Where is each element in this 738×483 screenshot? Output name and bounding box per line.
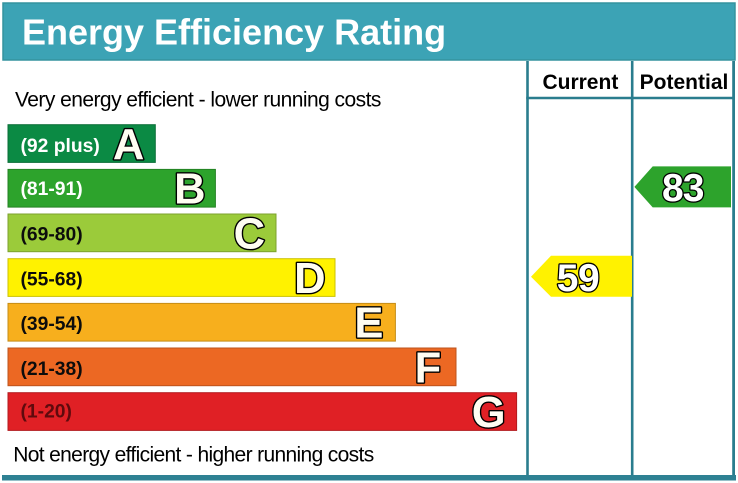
svg-text:Potential: Potential	[640, 71, 729, 94]
svg-text:(55-68): (55-68)	[21, 270, 83, 291]
svg-text:59: 59	[557, 257, 599, 300]
svg-text:G: G	[472, 389, 506, 437]
svg-text:83: 83	[662, 167, 704, 210]
svg-text:B: B	[174, 166, 205, 214]
svg-text:(21-38): (21-38)	[21, 359, 83, 380]
svg-text:Very energy efficient - lower: Very energy efficient - lower running co…	[15, 89, 381, 112]
svg-text:Not energy efficient - higher: Not energy efficient - higher running co…	[13, 444, 374, 467]
svg-text:(92 plus): (92 plus)	[21, 136, 100, 157]
svg-text:(69-80): (69-80)	[21, 225, 83, 246]
svg-text:F: F	[415, 344, 442, 392]
svg-text:(81-91): (81-91)	[21, 179, 83, 200]
svg-text:(39-54): (39-54)	[21, 314, 83, 335]
svg-text:(1-20): (1-20)	[21, 402, 72, 423]
svg-text:D: D	[294, 255, 325, 303]
svg-text:A: A	[113, 121, 144, 169]
svg-text:Current: Current	[542, 71, 618, 94]
svg-text:C: C	[234, 210, 265, 258]
svg-text:Energy Efficiency Rating: Energy Efficiency Rating	[22, 12, 446, 53]
svg-text:E: E	[354, 300, 383, 348]
